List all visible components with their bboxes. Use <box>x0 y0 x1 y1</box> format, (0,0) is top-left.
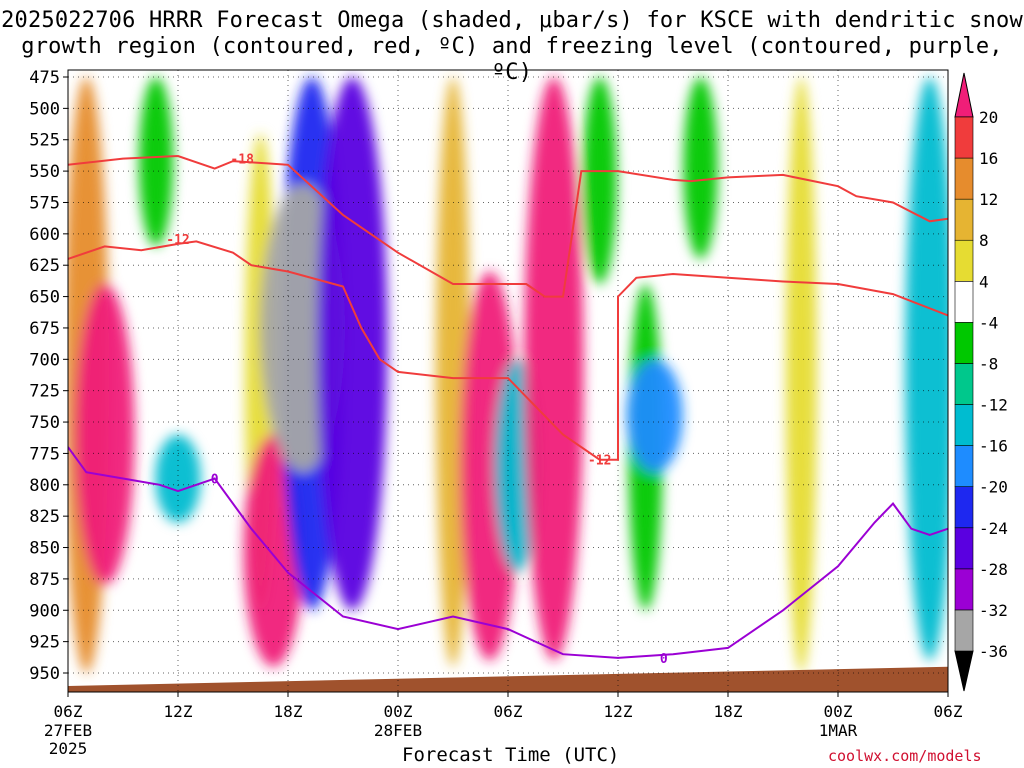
colorbar-bottom-arrow <box>954 650 974 692</box>
dgz-contour--18 <box>68 154 948 298</box>
credit-link[interactable]: coolwx.com/models <box>828 747 982 765</box>
omega-band <box>785 77 817 673</box>
y-tick-label: 775 <box>29 444 60 464</box>
dgz-contour-label: -12 <box>166 233 189 248</box>
y-tick-label: 825 <box>29 507 60 527</box>
colorbar-label: -32 <box>979 601 1008 620</box>
y-tick-label: 475 <box>29 68 60 88</box>
omega-band <box>74 284 135 586</box>
y-tick-label: 925 <box>29 633 60 653</box>
x-tick-label: 06Z <box>54 702 83 721</box>
contours: -18 -12 -12 0 0 <box>68 153 948 667</box>
colorbar-swatch <box>954 609 974 652</box>
x-tick-label: 00Z <box>384 702 413 721</box>
x-tick-label: 12Z <box>604 702 633 721</box>
x-tick-label: 06Z <box>934 702 963 721</box>
colorbar-label: -36 <box>979 642 1008 661</box>
x-axis-label: Forecast Time (UTC) <box>402 744 620 766</box>
colorbar-label: -16 <box>979 437 1008 456</box>
colorbar-swatch <box>954 404 974 446</box>
colorbar-swatch <box>954 157 974 200</box>
y-tick-label: 725 <box>29 382 60 402</box>
x-tick-date: 1MAR <box>819 721 858 740</box>
freezing-level-label: 0 <box>211 473 219 488</box>
colorbar-swatch <box>954 363 974 405</box>
colorbar-label: -4 <box>979 313 998 332</box>
x-tick-date: 27FEB <box>44 721 92 740</box>
colorbar-top-arrow <box>954 72 974 118</box>
axes: 475 500 525 550 575 600 625 650 675 700 725 750 775 8… <box>29 68 963 758</box>
colorbar-swatch <box>954 198 974 241</box>
omega-band <box>138 76 174 247</box>
y-tick-label: 850 <box>29 539 60 559</box>
omega-band <box>524 77 584 661</box>
omega-band <box>459 271 520 661</box>
x-tick-label: 12Z <box>164 702 193 721</box>
colorbar-label: 8 <box>979 231 989 250</box>
colorbar-label: 4 <box>979 272 989 291</box>
y-tick-label: 575 <box>29 193 60 213</box>
colorbar-label: 12 <box>979 190 998 209</box>
dgz-contour--12 <box>68 240 948 461</box>
omega-band <box>683 76 718 259</box>
dgz-contour-label: -12 <box>588 454 611 469</box>
dgz-contour-label: -18 <box>230 153 254 168</box>
omega-band <box>905 77 948 661</box>
colorbar-swatch <box>954 568 974 611</box>
x-tick-label: 18Z <box>714 702 743 721</box>
colorbar-swatch <box>954 527 974 570</box>
y-tick-label: 950 <box>29 664 60 684</box>
plot-area <box>68 76 948 692</box>
x-tick-label: 06Z <box>494 702 523 721</box>
omega-band <box>155 434 201 523</box>
omega-band <box>316 77 388 611</box>
x-tick-label: 00Z <box>824 702 853 721</box>
y-tick-label: 675 <box>29 319 60 339</box>
colorbar-label: 16 <box>979 149 998 168</box>
colorbar: -36 -32 -28 -24 -20 -16 -12 -8 -4 4 8 12 16 20 <box>954 72 1008 692</box>
colorbar-label: -8 <box>979 354 998 373</box>
x-tick-year: 2025 <box>49 739 88 758</box>
colorbar-label: -24 <box>979 519 1008 538</box>
y-tick-label: 500 <box>29 99 60 119</box>
y-tick-label: 875 <box>29 570 60 590</box>
y-tick-label: 600 <box>29 225 60 245</box>
y-tick-label: 650 <box>29 288 60 308</box>
y-tick-label: 625 <box>29 256 60 276</box>
y-tick-label: 525 <box>29 131 60 151</box>
y-tick-label: 550 <box>29 162 60 182</box>
x-tick-date: 28FEB <box>374 721 422 740</box>
omega-shading <box>68 76 948 673</box>
colorbar-label: 20 <box>979 108 998 127</box>
colorbar-swatch <box>954 116 974 159</box>
colorbar-swatch <box>954 281 974 323</box>
colorbar-label: -20 <box>979 478 1008 497</box>
colorbar-label: -28 <box>979 560 1008 579</box>
colorbar-swatch <box>954 322 974 364</box>
x-tick-label: 18Z <box>274 702 303 721</box>
chart-title: 2025022706 HRRR Forecast Omega (shaded, … <box>1 8 1023 85</box>
colorbar-swatch <box>954 445 974 487</box>
omega-band <box>582 77 617 285</box>
freezing-level-label: 0 <box>660 652 668 667</box>
y-tick-label: 800 <box>29 476 60 496</box>
y-tick-label: 700 <box>29 350 60 370</box>
y-tick-label: 900 <box>29 601 60 621</box>
y-tick-label: 750 <box>29 413 60 433</box>
freezing-level-contour <box>68 446 948 659</box>
colorbar-swatch <box>954 239 974 282</box>
colorbar-swatch <box>954 486 974 529</box>
omega-band <box>626 359 683 473</box>
colorbar-label: -12 <box>979 396 1008 415</box>
